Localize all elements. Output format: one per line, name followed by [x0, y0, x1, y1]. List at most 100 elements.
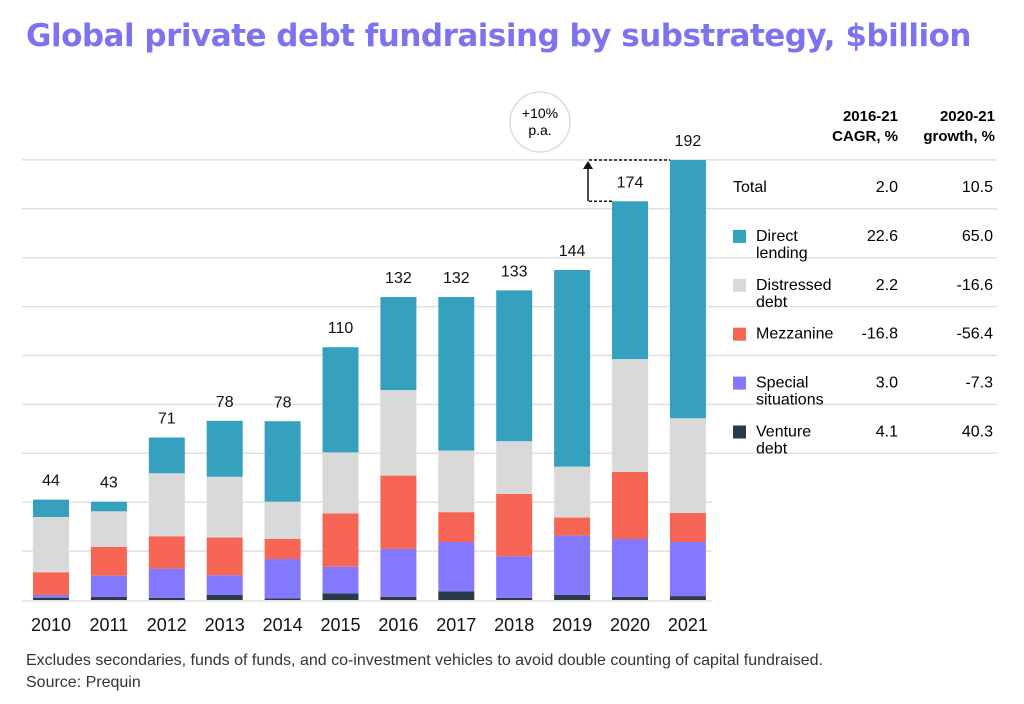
x-tick-label: 2018: [494, 615, 534, 635]
footnote: Excludes secondaries, funds of funds, an…: [26, 652, 823, 669]
table-row-label: debt: [756, 294, 788, 311]
table-header: 2020-21: [940, 108, 995, 125]
x-tick-label: 2013: [205, 615, 245, 635]
bar-segment-venture-debt: [554, 594, 591, 600]
bar-segment-venture-debt: [612, 596, 648, 600]
bar-segment-distressed-debt: [206, 476, 243, 538]
legend-swatch: [733, 327, 746, 341]
bar-segment-distressed-debt: [669, 418, 707, 513]
total-label: 44: [42, 473, 60, 490]
total-label: 78: [274, 394, 292, 411]
legend-swatch: [733, 278, 746, 292]
bar-segment-mezzanine: [496, 493, 533, 557]
bar-segment-mezzanine: [264, 538, 301, 559]
bar-segment-special-situations: [322, 566, 359, 594]
table-row-label: Direct: [756, 228, 798, 245]
bar-segment-venture-debt: [206, 594, 243, 600]
bar-segment-venture-debt: [33, 597, 69, 600]
total-label: 192: [675, 133, 702, 150]
bar-segment-distressed-debt: [611, 358, 649, 472]
table-row-label: debt: [756, 441, 788, 458]
total-label: 144: [559, 243, 586, 260]
bar-segment-direct-lending: [33, 499, 69, 518]
table-cagr-value: 3.0: [876, 375, 898, 392]
bar-segment-mezzanine: [554, 517, 591, 536]
table-cagr-value: 4.1: [876, 424, 898, 441]
table-row-label: situations: [756, 392, 824, 409]
bar-segment-special-situations: [554, 535, 591, 595]
bar-segment-venture-debt: [148, 597, 185, 600]
total-label: 132: [443, 270, 470, 287]
bar-segment-mezzanine: [33, 572, 69, 595]
total-label: 110: [328, 320, 354, 337]
bar-segment-direct-lending: [669, 160, 706, 419]
table-growth-value: 40.3: [962, 424, 993, 441]
bar-segment-venture-debt: [264, 598, 301, 600]
bar-segment-direct-lending: [322, 347, 359, 453]
table-growth-value: 10.5: [962, 179, 993, 196]
bar-segment-venture-debt: [496, 597, 533, 600]
bar-segment-special-situations: [90, 575, 127, 598]
table-row-label: Mezzanine: [756, 326, 833, 343]
bar-segment-direct-lending: [554, 270, 591, 467]
bar-segment-special-situations: [264, 558, 301, 599]
table-header: 2016-21: [843, 108, 898, 125]
bar-segment-distressed-debt: [322, 452, 359, 514]
x-tick-label: 2011: [90, 615, 129, 635]
bar-segment-venture-debt: [322, 593, 359, 600]
chart-title: Global private debt fundraising by subst…: [26, 18, 971, 54]
bar-segment-distressed-debt: [32, 516, 70, 573]
bar-segment-distressed-debt: [380, 389, 417, 476]
bar-segment-distressed-debt: [264, 501, 301, 539]
legend-swatch: [733, 425, 746, 439]
legend-swatch: [733, 376, 746, 390]
bar-segment-mezzanine: [90, 546, 127, 576]
source-note: Source: Prequin: [26, 674, 141, 691]
legend-swatch: [733, 229, 746, 243]
bar-segment-mezzanine: [438, 512, 475, 543]
bar-segment-distressed-debt: [90, 511, 128, 547]
total-label: 78: [216, 394, 234, 411]
total-label: 132: [385, 270, 412, 287]
annotation-circle: [509, 91, 571, 153]
bar-segment-mezzanine: [206, 537, 243, 576]
bar-segment-direct-lending: [380, 297, 417, 391]
bar-segment-direct-lending: [438, 297, 475, 451]
table-growth-value: -16.6: [957, 277, 994, 294]
table-growth-value: -56.4: [957, 326, 994, 343]
total-label: 174: [617, 174, 644, 191]
bar-segment-mezzanine: [612, 471, 648, 540]
bar-segment-mezzanine: [380, 475, 417, 549]
bar-segment-special-situations: [33, 594, 69, 598]
total-label: 71: [158, 411, 176, 428]
table-row-label: Distressed: [756, 277, 832, 294]
table-growth-value: 65.0: [962, 228, 993, 245]
table-header: growth, %: [923, 128, 995, 145]
x-tick-label: 2012: [147, 615, 187, 635]
bar-segment-special-situations: [206, 575, 243, 595]
table-row-label: Special: [756, 375, 808, 392]
table-row-label: Venture: [756, 424, 811, 441]
bar-segment-venture-debt: [90, 597, 127, 600]
bar-segment-direct-lending: [148, 437, 185, 474]
bar-segment-direct-lending: [90, 501, 127, 512]
table-row-label: lending: [756, 245, 808, 262]
bar-segment-special-situations: [380, 548, 417, 597]
bar-segment-venture-debt: [380, 596, 417, 600]
x-tick-label: 2016: [378, 615, 418, 635]
table-growth-value: -7.3: [965, 375, 993, 392]
x-tick-label: 2010: [31, 615, 71, 635]
total-label: 133: [501, 263, 528, 280]
bar-segment-special-situations: [612, 539, 648, 597]
bar-segment-distressed-debt: [553, 466, 591, 518]
bar-segment-direct-lending: [264, 421, 301, 502]
bar-segment-direct-lending: [612, 201, 648, 360]
bar-segment-special-situations: [669, 542, 706, 597]
bar-segment-special-situations: [148, 568, 185, 598]
x-tick-label: 2017: [436, 615, 476, 635]
x-tick-label: 2014: [263, 615, 303, 635]
bar-segment-distressed-debt: [438, 450, 475, 513]
bar-segment-special-situations: [496, 556, 533, 598]
table-cagr-value: 2.0: [876, 179, 898, 196]
x-tick-label: 2021: [668, 615, 708, 635]
